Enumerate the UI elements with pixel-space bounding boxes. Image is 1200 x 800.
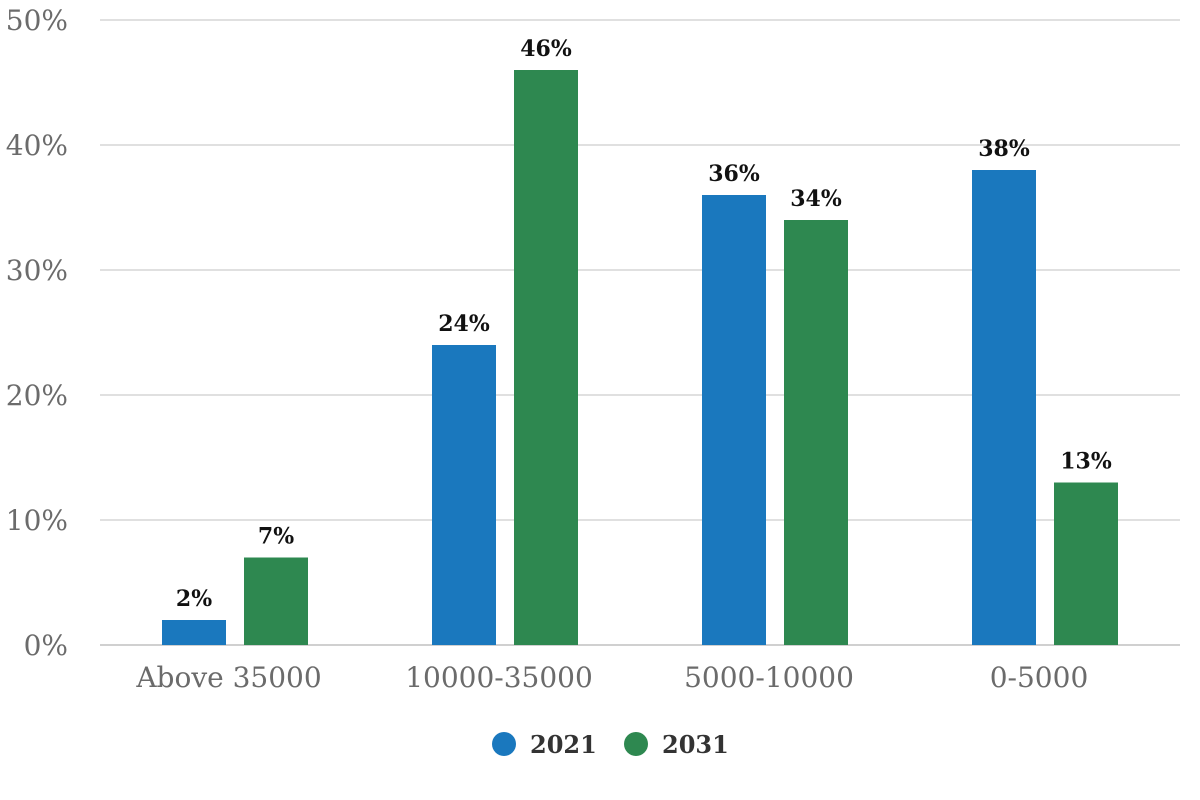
x-category-label: Above 35000 xyxy=(135,661,321,694)
y-tick-label: 30% xyxy=(6,254,68,287)
y-tick-label: 0% xyxy=(24,629,68,662)
data-label: 24% xyxy=(438,311,490,337)
legend-marker-2031 xyxy=(624,732,648,756)
legend-label-2031: 2031 xyxy=(662,730,729,759)
y-tick-label: 50% xyxy=(6,4,68,37)
data-label: 36% xyxy=(708,161,760,187)
legend: 2021 2031 xyxy=(492,730,729,759)
x-category-label: 5000-10000 xyxy=(684,661,854,694)
data-label: 13% xyxy=(1060,449,1112,475)
data-labels: 2% 7% 24% 46% 36% 34% 38% 13% xyxy=(176,36,1112,612)
bar-2021-10000-35000 xyxy=(432,345,496,645)
data-label: 7% xyxy=(258,524,294,550)
y-tick-label: 10% xyxy=(6,504,68,537)
legend-marker-2021 xyxy=(492,732,516,756)
y-tick-label: 20% xyxy=(6,379,68,412)
bars xyxy=(162,70,1118,645)
x-axis-categories: Above 35000 10000-35000 5000-10000 0-5000 xyxy=(135,661,1088,694)
x-category-label: 0-5000 xyxy=(990,661,1089,694)
bar-2031-10000-35000 xyxy=(514,70,578,645)
x-category-label: 10000-35000 xyxy=(405,661,593,694)
bar-2031-5000-10000 xyxy=(784,220,848,645)
bar-2021-Above 35000 xyxy=(162,620,226,645)
legend-label-2021: 2021 xyxy=(530,730,597,759)
data-label: 38% xyxy=(978,136,1030,162)
data-label: 46% xyxy=(520,36,572,62)
bar-2021-5000-10000 xyxy=(702,195,766,645)
data-label: 34% xyxy=(790,186,842,212)
bar-2031-0-5000 xyxy=(1054,482,1118,645)
data-label: 2% xyxy=(176,586,212,612)
bar-2031-Above 35000 xyxy=(244,557,308,645)
y-axis-ticks: 0% 10% 20% 30% 40% 50% xyxy=(6,4,68,662)
bar-2021-0-5000 xyxy=(972,170,1036,645)
y-tick-label: 40% xyxy=(6,129,68,162)
